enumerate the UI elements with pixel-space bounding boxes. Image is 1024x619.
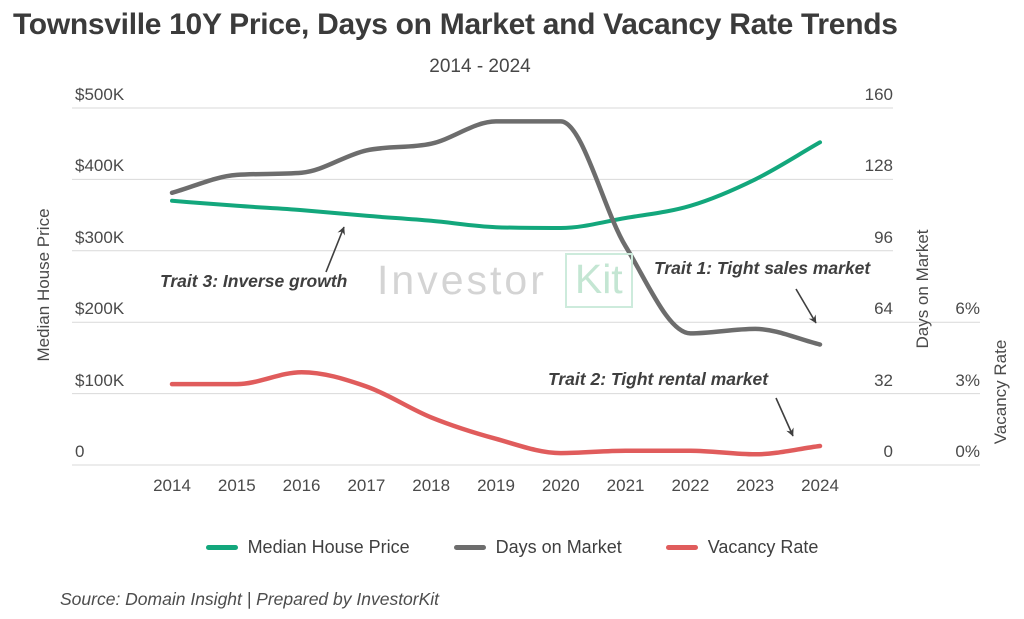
year-tick-label: 2022	[671, 476, 710, 495]
y-axis-title-vacancy: Vacancy Rate	[991, 339, 1010, 445]
annotation-arrow	[795, 288, 817, 324]
series-line-days-on-market	[169, 119, 823, 347]
annotation-arrows	[325, 226, 817, 437]
legend-label-days-on-market: Days on Market	[495, 537, 622, 557]
annotation-trait3-inverse-growth: Trait 3: Inverse growth	[160, 271, 348, 291]
year-tick-label: 2024	[801, 476, 839, 495]
legend-label-vacancy-rate: Vacancy Rate	[707, 537, 819, 557]
vacancy-tick-label: 6%	[955, 299, 980, 319]
year-tick-label: 2019	[477, 476, 515, 495]
vacancy-tick-label: 3%	[955, 370, 980, 390]
year-tick-label: 2017	[347, 476, 386, 495]
legend: Median House Price Days on Market Vacanc…	[0, 537, 1024, 558]
annotation-trait2-tight-rental-market: Trait 2: Tight rental market	[548, 369, 769, 389]
legend-swatch-median-house-price	[205, 545, 238, 550]
investorkit-watermark: Investor Kit	[377, 253, 633, 308]
days-tick-label: 128	[864, 156, 893, 176]
chart-subtitle: 2014 - 2024	[429, 56, 531, 77]
price-tick-label: $400K	[75, 156, 125, 176]
legend-item-vacancy-rate: Vacancy Rate	[665, 537, 819, 558]
watermark-kit-badge: Kit	[564, 253, 633, 308]
legend-item-days-on-market: Days on Market	[453, 537, 622, 558]
series-line-vacancy-rate	[169, 369, 823, 457]
year-tick-label: 2021	[606, 476, 645, 495]
legend-label-median-house-price: Median House Price	[247, 537, 410, 557]
legend-item-median-house-price: Median House Price	[205, 537, 410, 558]
y-axis-title-days: Days on Market	[913, 229, 932, 349]
price-tick-label: $200K	[75, 299, 125, 319]
days-tick-label: 32	[874, 370, 893, 390]
y-axis-title-price: Median House Price	[34, 208, 53, 362]
price-tick-label: $500K	[75, 85, 125, 104]
watermark-investor-text: Investor	[377, 257, 547, 303]
year-tick-label: 2014	[153, 476, 191, 495]
days-tick-label: 160	[864, 85, 893, 104]
days-tick-label: 64	[874, 299, 893, 319]
series-line-median-house-price	[170, 140, 822, 231]
annotation-arrow	[775, 397, 794, 437]
price-tick-label: 0	[75, 442, 85, 461]
annotation-arrow	[325, 226, 345, 273]
vacancy-tick-label: 0%	[955, 442, 980, 461]
days-tick-label: 0	[883, 442, 893, 461]
year-tick-label: 2016	[282, 476, 321, 495]
price-tick-label: $300K	[75, 227, 125, 247]
chart-title: Townsville 10Y Price, Days on Market and…	[13, 8, 898, 41]
year-tick-label: 2020	[541, 476, 580, 495]
legend-swatch-days-on-market	[453, 545, 486, 550]
price-tick-label: $100K	[75, 370, 125, 390]
year-tick-label: 2023	[736, 476, 775, 495]
legend-swatch-vacancy-rate	[665, 545, 698, 550]
days-tick-label: 96	[874, 227, 893, 247]
annotation-trait1-tight-sales-market: Trait 1: Tight sales market	[654, 258, 871, 278]
year-tick-label: 2015	[217, 476, 256, 495]
year-tick-label: 2018	[412, 476, 451, 495]
source-note: Source: Domain Insight | Prepared by Inv…	[60, 589, 440, 609]
